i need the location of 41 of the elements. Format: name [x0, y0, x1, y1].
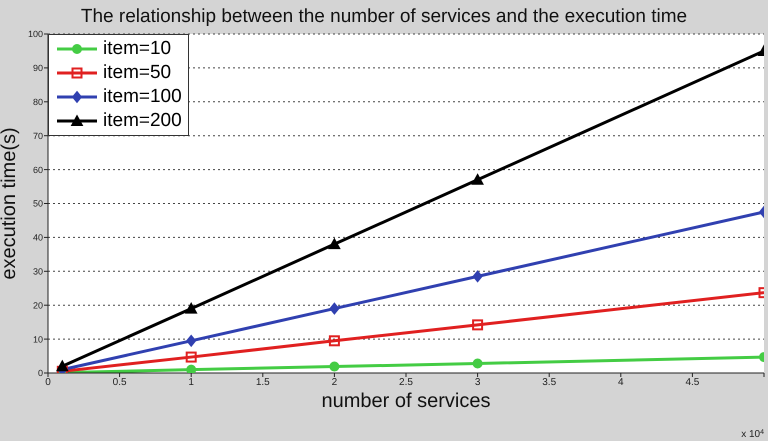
point: [186, 352, 197, 363]
point: [329, 302, 340, 315]
y-tick-label: 20: [32, 300, 43, 310]
y-tick-label: 70: [32, 130, 43, 141]
point: [329, 362, 340, 372]
point: [328, 335, 340, 346]
y-tick-label: 0: [38, 368, 43, 378]
x-tick-label: 1.5: [256, 377, 270, 388]
legend-label: item=50: [103, 62, 172, 84]
x-tick-label: 4.5: [685, 377, 700, 388]
point: [472, 319, 484, 330]
y-tick-label: 80: [32, 96, 43, 107]
x-tick-label: 2.5: [399, 377, 414, 388]
text: x 10$^{4}$: [741, 428, 764, 440]
x-tick-label: 3.5: [542, 377, 557, 388]
x-tick-label: 1: [188, 377, 194, 388]
legend-label: item=10: [103, 38, 172, 60]
x-tick-label: 2: [332, 377, 338, 388]
y-tick-label: 30: [32, 266, 43, 276]
point: [472, 270, 483, 282]
point: [472, 358, 483, 369]
point: [472, 174, 484, 185]
x-axis-title: number of services: [322, 390, 490, 412]
y-tick-label: 10: [32, 334, 43, 344]
y-axis-title: execution time(s): [0, 127, 20, 280]
point: [186, 334, 196, 347]
legend-label: item=200: [103, 110, 182, 132]
y-tick-label: 40: [32, 232, 43, 243]
point: [185, 302, 198, 314]
x-tick-label: 0: [45, 377, 52, 388]
point: [328, 238, 340, 250]
y-tick-label: 100: [28, 29, 43, 40]
x-tick-label: 4: [618, 377, 624, 388]
x-tick-label: 0.5: [112, 377, 127, 388]
y-tick-label: 90: [32, 63, 43, 74]
chart-title: The relationship between the number of services and the execution time: [80, 6, 688, 27]
y-tick-label: 50: [32, 198, 43, 209]
legend-label: item=100: [103, 86, 182, 108]
point: [186, 364, 196, 373]
y-tick-label: 60: [32, 164, 43, 175]
x-tick-label: 3: [474, 377, 481, 388]
